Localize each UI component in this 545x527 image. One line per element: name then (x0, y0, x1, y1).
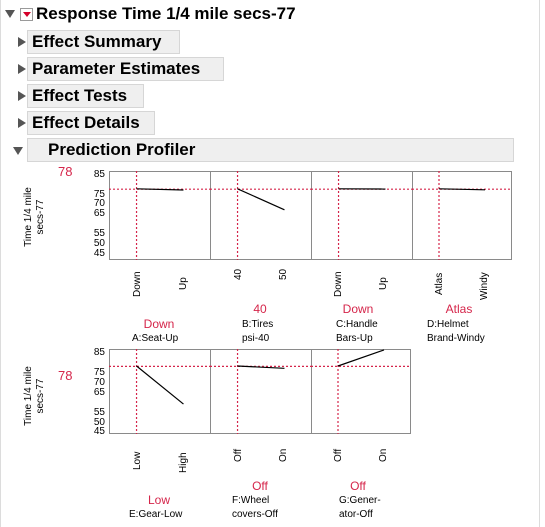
y-tick: 65 (93, 208, 105, 219)
profile-cell-B (210, 171, 312, 260)
profile-trace (136, 188, 184, 191)
disclosure-closed-icon[interactable] (16, 117, 28, 129)
report-title: Response Time 1/4 mile secs-77 (36, 4, 296, 23)
section-prediction-profiler[interactable]: Prediction Profiler (27, 138, 514, 162)
factor-current-value[interactable]: Down (342, 302, 374, 316)
factor-name: D:Helmet Brand-Windy (427, 319, 485, 344)
profile-trace (237, 365, 285, 369)
section-effect-details[interactable]: Effect Details (27, 111, 155, 135)
current-response-value[interactable]: 78 (58, 368, 73, 383)
profile-cell-G (311, 349, 411, 434)
section-effect-tests[interactable]: Effect Tests (27, 84, 144, 108)
profile-trace (337, 349, 385, 367)
factor-name: B:Tires psi-40 (242, 319, 274, 344)
disclosure-closed-icon[interactable] (16, 90, 28, 102)
factor-name: G:Gener- ator-Off (339, 495, 381, 520)
profile-trace (438, 188, 486, 191)
profile-cell-C (311, 171, 413, 260)
factor-name: E:Gear-Low (129, 509, 183, 520)
section-effect-summary[interactable]: Effect Summary (27, 30, 180, 54)
profile-cell-A (109, 171, 211, 260)
y-tick: 50 (93, 417, 105, 428)
disclosure-closed-icon[interactable] (16, 36, 28, 48)
y-tick: 45 (93, 248, 105, 259)
y-tick: 75 (93, 367, 105, 378)
y-tick: 55 (93, 228, 105, 239)
disclosure-closed-icon[interactable] (16, 63, 28, 75)
factor-current-value[interactable]: Low (147, 493, 170, 507)
y-tick: 85 (93, 347, 105, 358)
factor-current-value[interactable]: Off (350, 479, 366, 493)
y-tick: 50 (93, 238, 105, 249)
y-tick: 45 (93, 426, 105, 437)
factor-name: A:Seat-Up (132, 333, 179, 344)
y-tick: 75 (93, 189, 105, 200)
profile-cell-F (210, 349, 312, 434)
current-response-value[interactable]: 78 (58, 164, 73, 179)
profile-trace (237, 188, 285, 211)
factor-current-value[interactable]: 40 (253, 302, 267, 316)
profile-trace (136, 365, 184, 405)
section-parameter-estimates[interactable]: Parameter Estimates (27, 57, 224, 81)
profile-cell-E (109, 349, 211, 434)
profile-cell-D (412, 171, 512, 260)
factor-name: C:Handle Bars-Up (336, 319, 378, 344)
y-tick: 70 (93, 377, 105, 388)
factor-current-value[interactable]: Down (143, 317, 175, 331)
y-tick: 55 (93, 407, 105, 418)
factor-name: F:Wheel covers-Off (232, 495, 278, 520)
disclosure-open-icon[interactable] (4, 8, 16, 20)
y-tick: 85 (93, 169, 105, 180)
red-triangle-menu-icon[interactable] (20, 8, 33, 21)
disclosure-open-icon[interactable] (12, 145, 24, 157)
y-tick: 65 (93, 387, 105, 398)
y-tick: 70 (93, 198, 105, 209)
factor-current-value[interactable]: Off (252, 479, 268, 493)
factor-current-value[interactable]: Atlas (445, 302, 473, 316)
